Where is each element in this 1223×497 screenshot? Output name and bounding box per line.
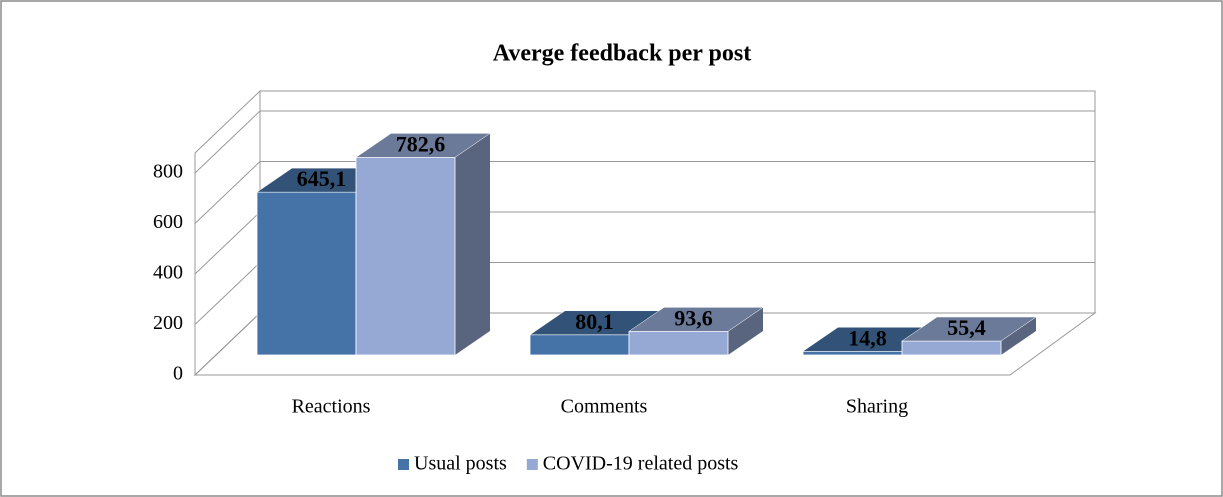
y-tick-label: 400 <box>153 262 183 284</box>
chart-title: Averge feedback per post <box>493 41 751 67</box>
bar-side <box>728 307 763 355</box>
bar <box>529 334 630 356</box>
bar-side <box>455 133 490 355</box>
y-tick-label: 200 <box>153 312 183 334</box>
x-tick-label: Reactions <box>292 396 371 418</box>
bar-top <box>355 133 491 158</box>
data-label: 55,4 <box>947 315 986 340</box>
bar-top <box>628 307 764 332</box>
y-tick-label: 800 <box>153 161 183 183</box>
data-label: 14,8 <box>848 325 887 350</box>
bar <box>901 340 1002 356</box>
y-tick-label: 600 <box>153 211 183 233</box>
grid-line <box>194 110 1095 174</box>
data-label: 782,6 <box>396 131 446 156</box>
legend-label: COVID-19 related posts <box>543 453 739 475</box>
grid-line <box>194 161 1095 224</box>
x-tick-label: Comments <box>561 396 648 418</box>
data-label: 80,1 <box>575 309 614 334</box>
bar <box>628 330 729 356</box>
x-tick-label: Sharing <box>846 396 908 418</box>
bar-top <box>901 316 1037 342</box>
bar <box>802 350 903 356</box>
data-label: 645,1 <box>297 166 347 191</box>
legend-swatch <box>398 459 409 470</box>
legend-label: Usual posts <box>414 453 507 475</box>
data-label: 93,6 <box>674 305 713 330</box>
bar-side <box>1001 317 1036 355</box>
legend-swatch <box>526 459 538 470</box>
bar <box>256 191 357 356</box>
bar <box>355 156 456 356</box>
y-tick-label: 0 <box>173 363 183 385</box>
